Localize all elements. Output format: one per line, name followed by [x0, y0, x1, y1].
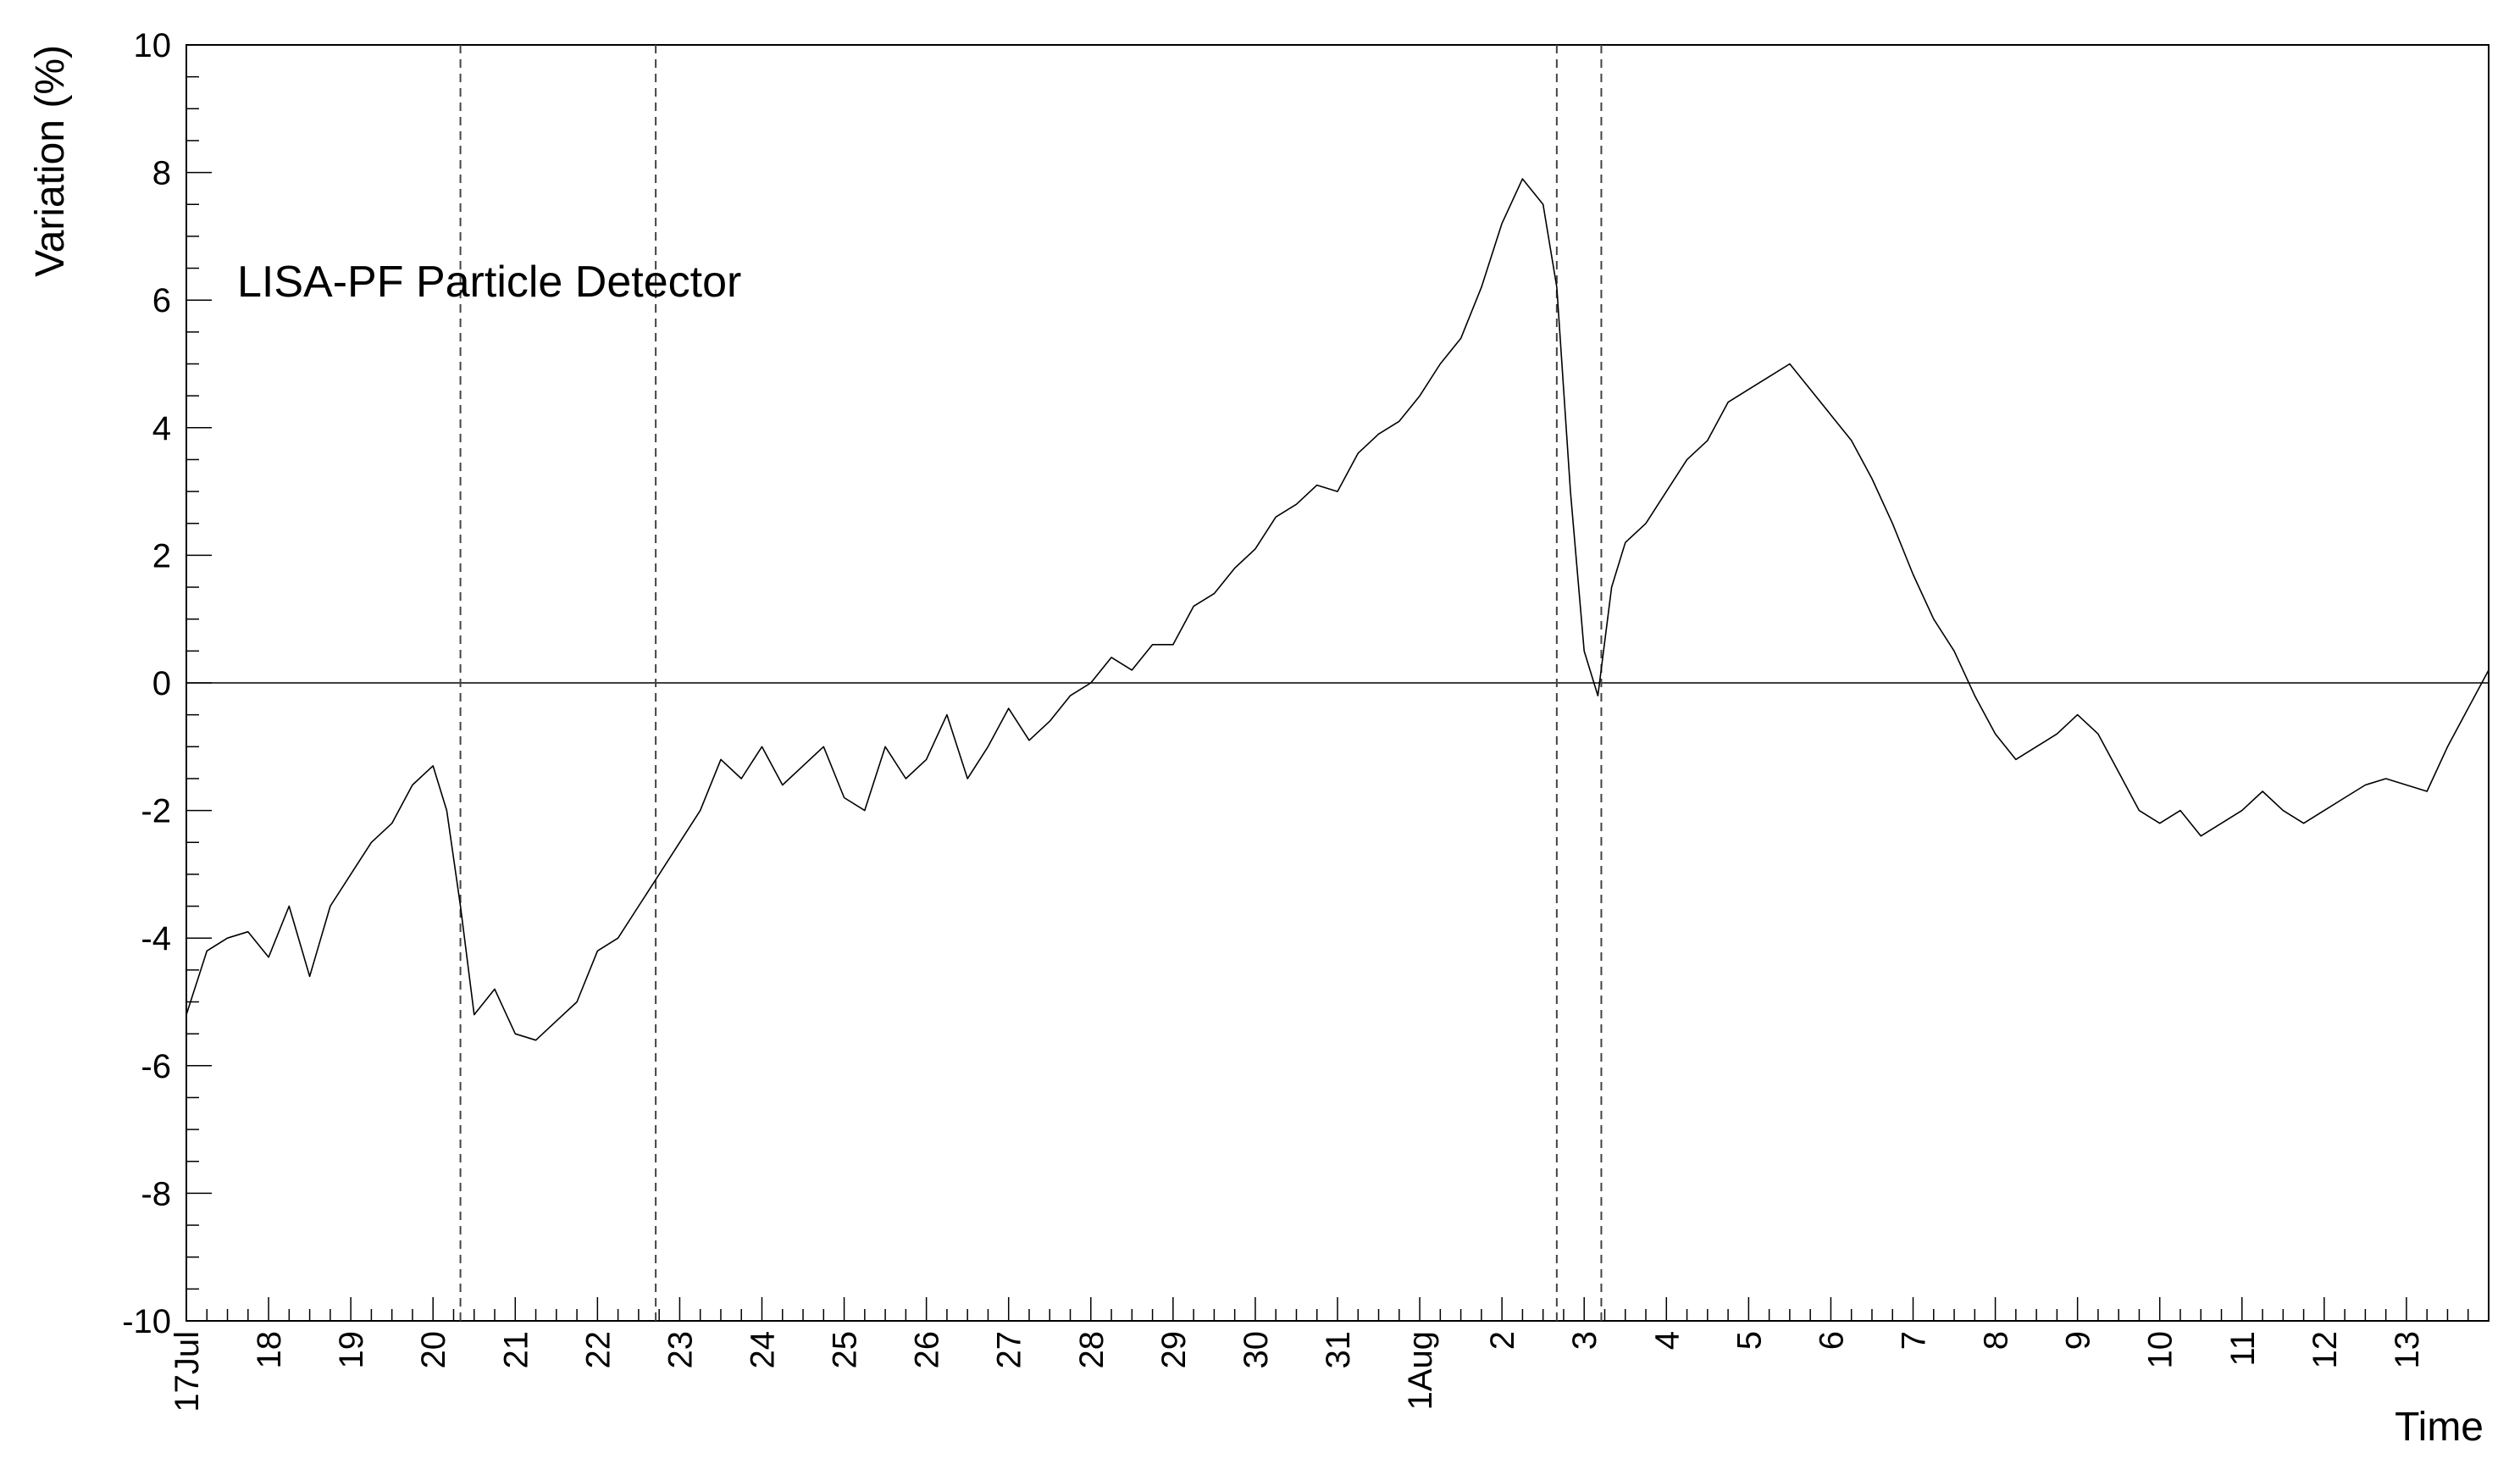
x-tick-label: 27	[991, 1331, 1028, 1369]
y-tick-label: -8	[141, 1175, 171, 1212]
y-tick-label: 8	[152, 155, 171, 192]
x-tick-label: 13	[2389, 1331, 2426, 1369]
y-tick-label: 6	[152, 282, 171, 319]
x-tick-label: 22	[579, 1331, 617, 1369]
series-line-0	[186, 178, 2490, 1041]
series-group	[186, 178, 2490, 1041]
y-tick-label: -2	[141, 793, 171, 830]
reference-lines	[186, 45, 2489, 1321]
x-tick-label: 21	[497, 1331, 534, 1369]
y-axis: -10 -8 -6 -4 -2 0 2 4 6 8 10	[122, 27, 212, 1340]
x-tick-label: 17Jul	[169, 1331, 206, 1412]
x-tick-label: 24	[745, 1331, 782, 1369]
x-tick-label: 1Aug	[1402, 1331, 1439, 1410]
y-tick-label: 0	[152, 665, 171, 702]
y-tick-label: 2	[152, 537, 171, 574]
x-tick-label: 2	[1484, 1331, 1521, 1350]
x-tick-label: 25	[827, 1331, 864, 1369]
x-tick-label: 3	[1566, 1331, 1603, 1350]
x-tick-label: 6	[1813, 1331, 1850, 1350]
x-tick-label: 26	[909, 1331, 946, 1369]
x-axis: 17Jul 18 19 20 21 22 23 24 25 26 27 28 29 30 31 1Aug 2 3 4…	[169, 1297, 2490, 1412]
x-tick-label: 11	[2224, 1331, 2262, 1367]
x-tick-label: 12	[2307, 1331, 2344, 1369]
y-tick-label: -6	[141, 1048, 171, 1085]
x-axis-title: Time	[2395, 1405, 2484, 1450]
y-tick-label: -4	[141, 920, 171, 957]
x-tick-label: 9	[2060, 1331, 2097, 1350]
chart-annotation: LISA-PF Particle Detector	[237, 258, 741, 307]
x-tick-label: 23	[662, 1331, 699, 1369]
y-tick-label: 4	[152, 410, 171, 447]
x-tick-label: 31	[1320, 1331, 1357, 1369]
x-tick-label: 19	[333, 1331, 370, 1369]
x-tick-label: 7	[1896, 1331, 1933, 1350]
x-tick-label: 28	[1073, 1331, 1110, 1369]
x-tick-label: 20	[415, 1331, 452, 1369]
y-tick-label: -10	[122, 1303, 171, 1340]
y-axis-title: Variation (%)	[28, 45, 73, 277]
x-tick-label: 18	[251, 1331, 288, 1369]
y-tick-label: 10	[134, 27, 172, 64]
x-tick-label: 4	[1648, 1331, 1686, 1350]
x-tick-label: 29	[1155, 1331, 1193, 1369]
x-tick-label: 10	[2142, 1331, 2179, 1369]
x-tick-label: 30	[1238, 1331, 1275, 1369]
x-tick-label: 8	[1978, 1331, 2015, 1350]
x-tick-label: 5	[1731, 1331, 1768, 1350]
